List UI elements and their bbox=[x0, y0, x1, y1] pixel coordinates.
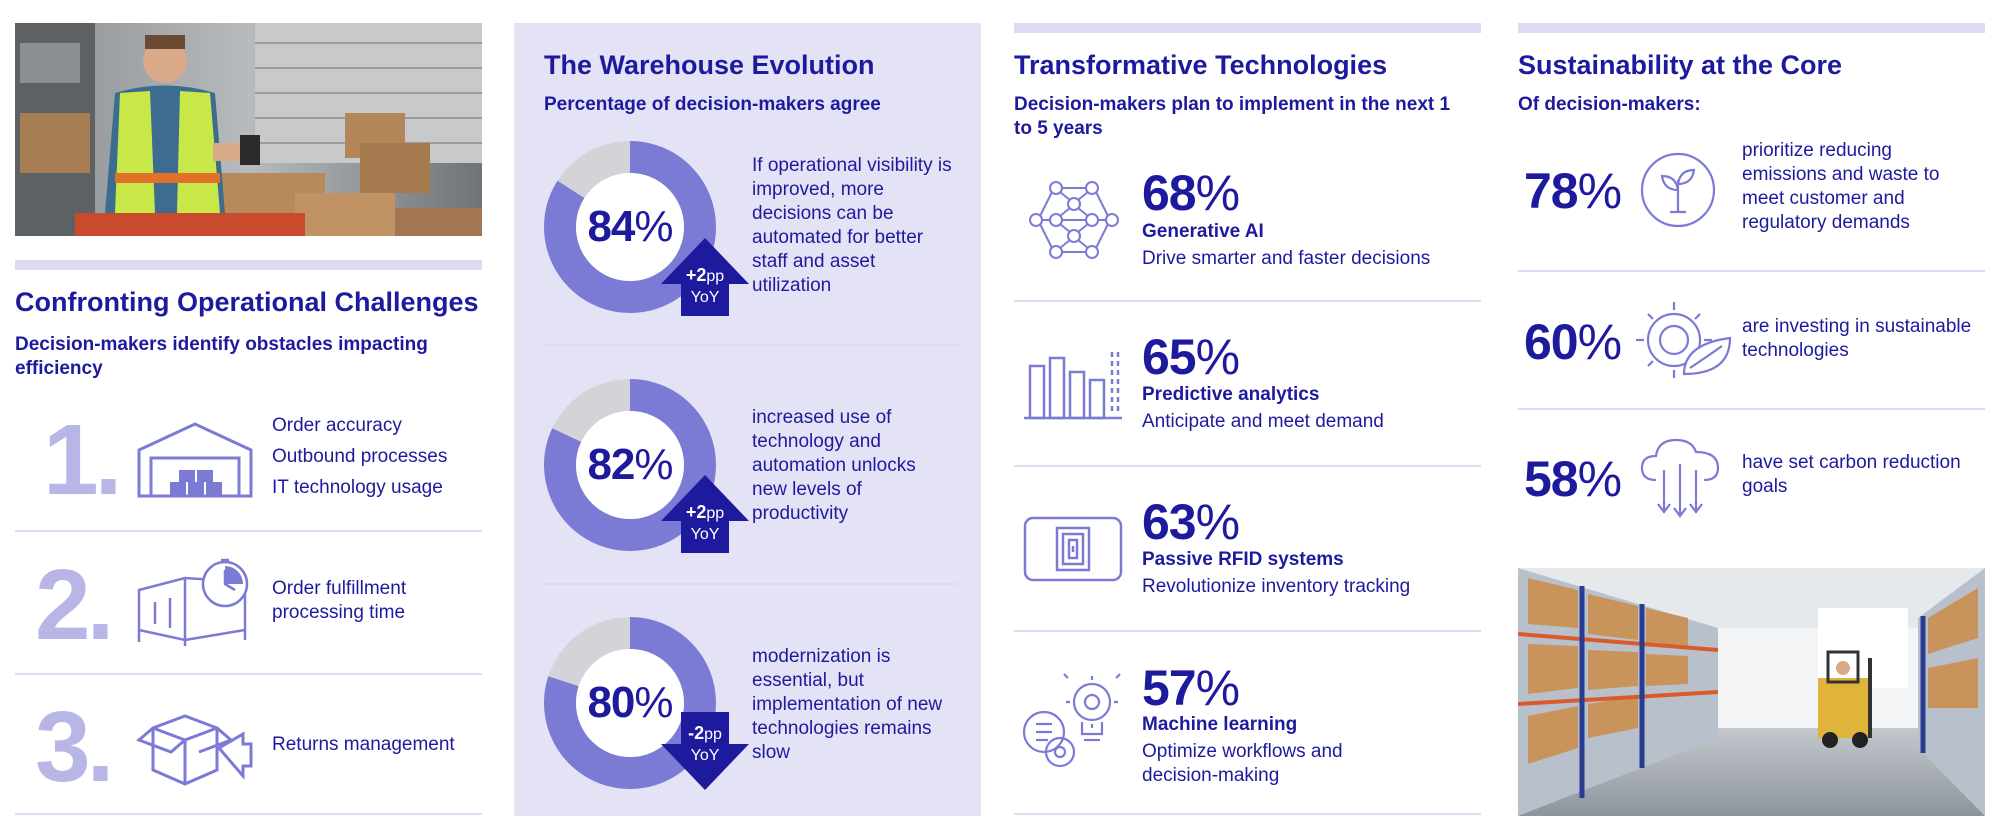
tech-name: Generative AI bbox=[1142, 221, 1264, 242]
bar-chart-icon bbox=[1022, 348, 1126, 429]
yoy-badge: +2pp YoY bbox=[685, 265, 725, 306]
tech-description: Drive smarter and faster decisions bbox=[1142, 248, 1431, 269]
tech-description: Revolutionize inventory tracking bbox=[1142, 576, 1411, 597]
donut-chart-82 bbox=[544, 379, 716, 551]
sustainability-statement: are investing in sustainable technologie… bbox=[1742, 316, 1972, 361]
evolution-title: The Warehouse Evolution bbox=[544, 50, 875, 80]
section-bar bbox=[15, 260, 482, 270]
donut-value: 84% bbox=[587, 202, 673, 251]
tech-name: Passive RFID systems bbox=[1142, 549, 1344, 570]
plant-cycle-icon bbox=[1638, 150, 1718, 235]
challenge-line: Order fulfillment bbox=[272, 578, 407, 599]
rfid-tag-icon bbox=[1023, 516, 1123, 587]
gear-leaf-icon bbox=[1634, 298, 1734, 385]
tech-percentage: 65% bbox=[1142, 329, 1240, 385]
donut-chart-84 bbox=[544, 141, 716, 313]
tech-percentage: 57% bbox=[1142, 660, 1240, 716]
challenges-subtitle: Decision-makers identify obstacles impac… bbox=[15, 334, 428, 379]
cloud-download-icon bbox=[1638, 434, 1724, 523]
yoy-badge: -2pp YoY bbox=[688, 723, 722, 764]
sustainability-statement: prioritize reducing emissions and waste … bbox=[1742, 140, 1940, 233]
divider bbox=[1014, 813, 1481, 815]
divider bbox=[15, 813, 482, 815]
evolution-statement: increased use of technology and automati… bbox=[752, 407, 916, 524]
divider bbox=[1518, 408, 1985, 410]
return-box-icon bbox=[133, 708, 253, 793]
sustainability-column: Sustainability at the Core Of decision-m… bbox=[1518, 0, 1985, 835]
rank-number: 1. bbox=[43, 404, 122, 516]
section-bar bbox=[1518, 23, 1985, 33]
section-bar bbox=[1014, 23, 1481, 33]
donut-value: 80% bbox=[587, 678, 673, 727]
yoy-badge: +2pp YoY bbox=[685, 502, 725, 543]
challenge-line: Outbound processes bbox=[272, 446, 448, 467]
evolution-statement: modernization is essential, but implemen… bbox=[752, 646, 943, 763]
yoy-up-arrow-icon bbox=[661, 475, 749, 553]
warehouse-forklift-photo bbox=[1518, 568, 1985, 816]
tech-percentage: 68% bbox=[1142, 165, 1240, 221]
worker-scanning-photo bbox=[15, 23, 482, 236]
challenges-title: Confronting Operational Challenges bbox=[15, 287, 479, 317]
divider bbox=[544, 344, 958, 346]
delivery-truck-timer-icon bbox=[135, 552, 260, 652]
divider bbox=[1014, 465, 1481, 467]
sustainability-percentage: 58% bbox=[1524, 451, 1622, 507]
challenge-line: Returns management bbox=[272, 734, 455, 755]
warehouse-icon bbox=[135, 420, 255, 505]
tech-name: Machine learning bbox=[1142, 714, 1298, 735]
evolution-panel: The Warehouse Evolution Percentage of de… bbox=[514, 23, 981, 816]
sustainability-title: Sustainability at the Core bbox=[1518, 50, 1843, 80]
tech-percentage: 63% bbox=[1142, 494, 1240, 550]
challenges-column: Confronting Operational Challenges Decis… bbox=[15, 0, 482, 835]
donut-value: 82% bbox=[587, 440, 673, 489]
technologies-subtitle: Decision-makers plan to implement in the… bbox=[1014, 94, 1451, 139]
challenge-line: processing time bbox=[272, 602, 406, 623]
technologies-title: Transformative Technologies bbox=[1014, 50, 1388, 80]
rank-number: 3. bbox=[35, 691, 114, 803]
tech-description: Optimize workflows and decision-making bbox=[1142, 741, 1343, 786]
sustainability-subtitle: Of decision-makers: bbox=[1518, 94, 1701, 115]
divider bbox=[15, 673, 482, 675]
machine-learning-icon bbox=[1020, 672, 1124, 777]
technologies-column: Transformative Technologies Decision-mak… bbox=[1014, 0, 1481, 835]
donut-chart-80 bbox=[544, 617, 716, 789]
evolution-statement: If operational visibility is improved, m… bbox=[752, 155, 952, 296]
sustainability-percentage: 78% bbox=[1524, 163, 1622, 219]
divider bbox=[1014, 630, 1481, 632]
rank-number: 2. bbox=[35, 549, 114, 661]
yoy-down-arrow-icon bbox=[661, 712, 749, 790]
divider bbox=[15, 530, 482, 532]
challenge-line: IT technology usage bbox=[272, 477, 443, 498]
divider bbox=[1518, 270, 1985, 272]
divider bbox=[1014, 300, 1481, 302]
divider bbox=[544, 583, 958, 585]
sustainability-percentage: 60% bbox=[1524, 314, 1622, 370]
sustainability-statement: have set carbon reduction goals bbox=[1742, 452, 1961, 497]
tech-description: Anticipate and meet demand bbox=[1142, 411, 1384, 432]
tech-name: Predictive analytics bbox=[1142, 384, 1320, 405]
yoy-up-arrow-icon bbox=[661, 238, 749, 316]
challenge-line: Order accuracy bbox=[272, 415, 402, 436]
evolution-subtitle: Percentage of decision-makers agree bbox=[544, 94, 881, 115]
neural-network-icon bbox=[1026, 174, 1122, 271]
